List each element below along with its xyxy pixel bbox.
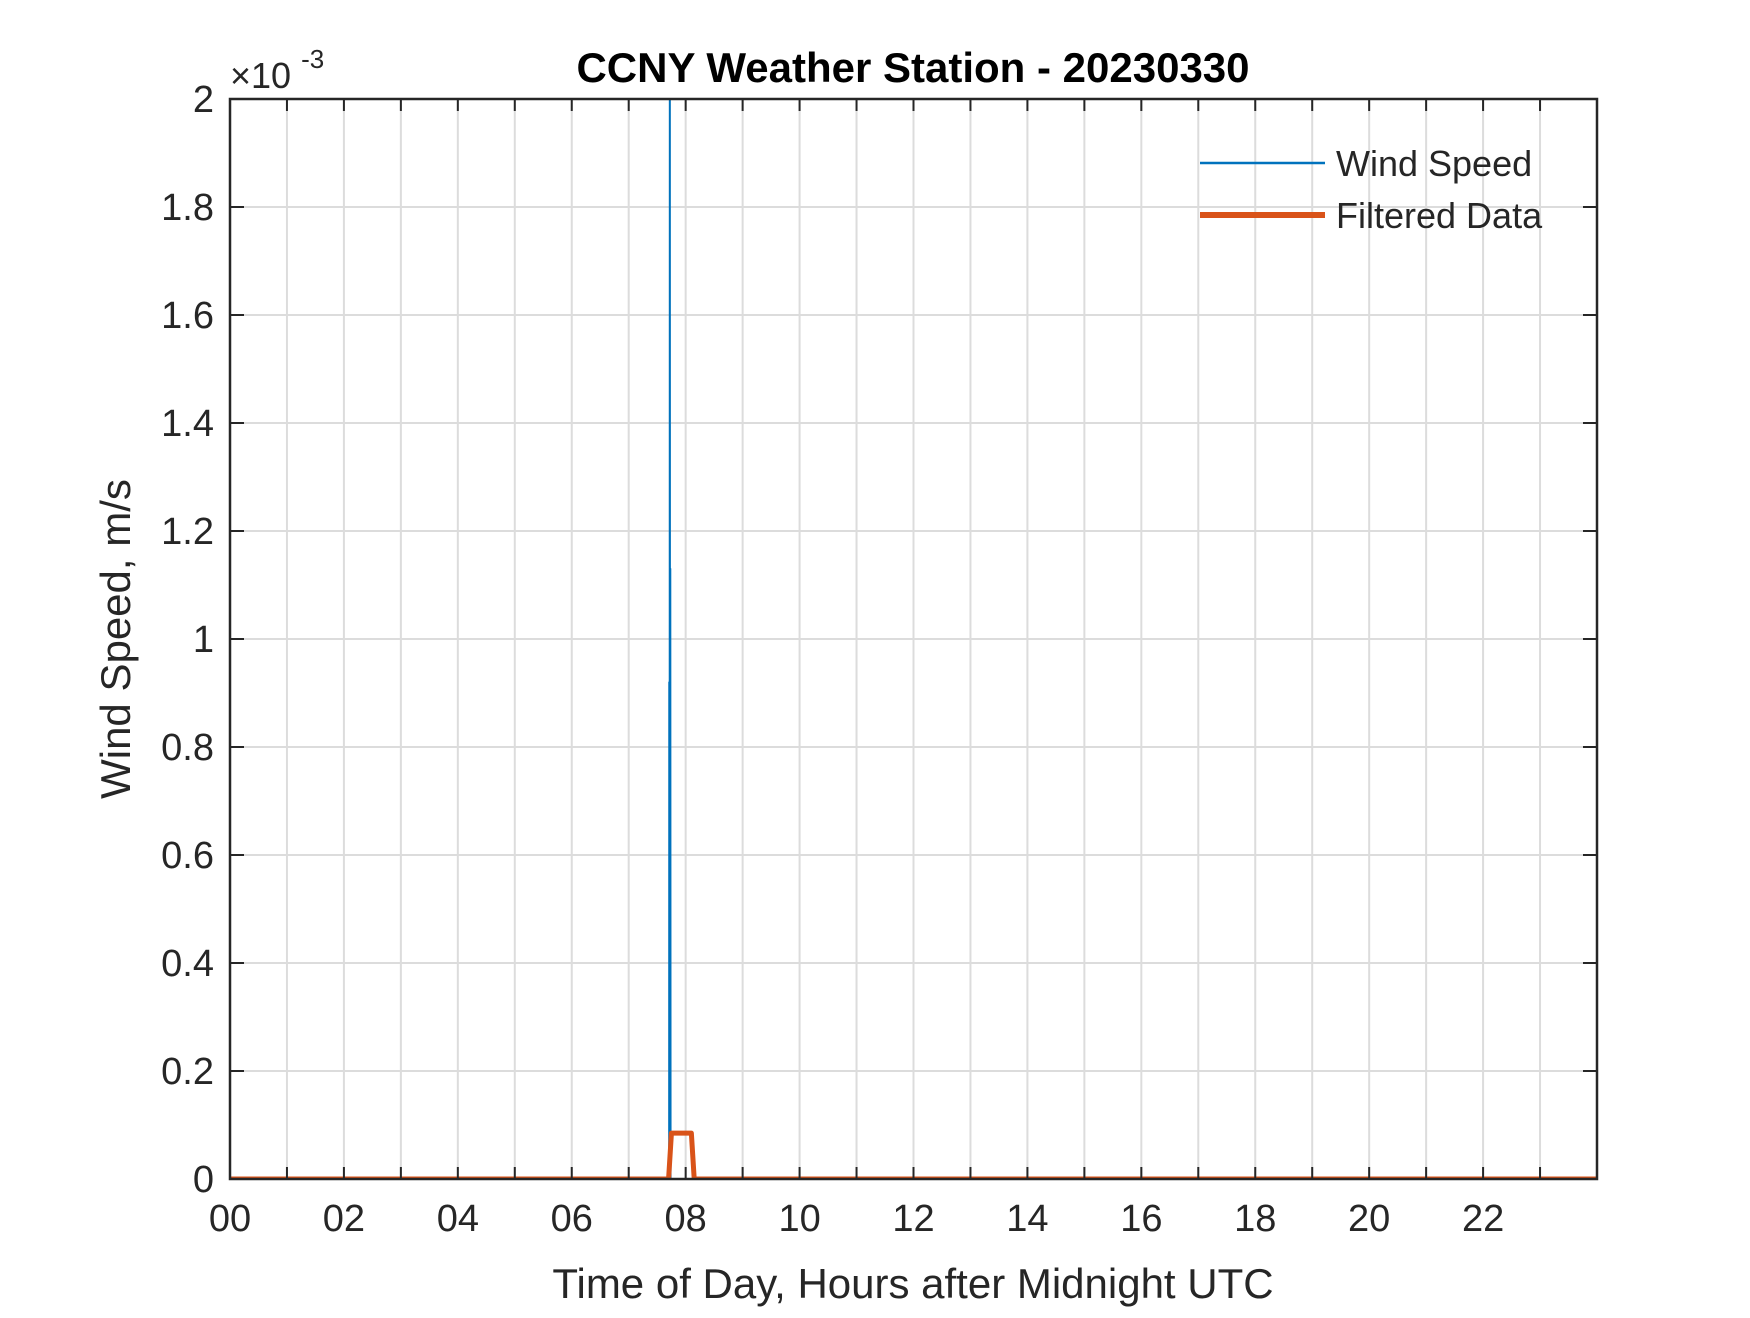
x-tick-label: 14 — [1006, 1198, 1048, 1240]
y-tick-label: 1.2 — [161, 511, 214, 553]
series-lines — [230, 99, 1597, 1179]
x-tick-label: 02 — [323, 1198, 365, 1240]
x-axis-label: Time of Day, Hours after Midnight UTC — [552, 1260, 1273, 1307]
legend: Wind Speed Filtered Data — [1200, 143, 1543, 236]
y-tick-label: 1.4 — [161, 403, 214, 445]
series-line-wind-speed — [230, 99, 1597, 1179]
x-tick-label: 00 — [209, 1198, 251, 1240]
series-line-filtered-data — [230, 1130, 1597, 1179]
x-tick-label: 20 — [1348, 1198, 1390, 1240]
x-tick-label: 10 — [778, 1198, 820, 1240]
legend-label: Filtered Data — [1336, 195, 1543, 236]
y-tick-label: 1.6 — [161, 295, 214, 337]
y-axis-label: Wind Speed, m/s — [92, 479, 139, 799]
axes — [228, 97, 1599, 1181]
y-tick-label: 0 — [193, 1159, 214, 1201]
x-tick-label: 08 — [665, 1198, 707, 1240]
y-tick-label: 1 — [193, 619, 214, 661]
y-tick-label: 0.4 — [161, 943, 214, 985]
x-tick-label: 12 — [892, 1198, 934, 1240]
y-tick-label: 1.8 — [161, 187, 214, 229]
grid-lines — [230, 99, 1597, 1179]
y-tick-label: 2 — [193, 79, 214, 121]
y-tick-label: 0.6 — [161, 835, 214, 877]
x-tick-label: 22 — [1462, 1198, 1504, 1240]
y-tick-label: 0.2 — [161, 1051, 214, 1093]
tick-labels: 00 02 04 06 08 10 12 14 16 18 20 22 0 0.2 0.4 0.6 0.8 1 1.… — [161, 79, 1504, 1240]
y-axis-exponent: ×10 -3 — [230, 44, 324, 96]
x-tick-label: 06 — [551, 1198, 593, 1240]
x-tick-label: 16 — [1120, 1198, 1162, 1240]
legend-label: Wind Speed — [1336, 143, 1532, 184]
y-tick-label: 0.8 — [161, 727, 214, 769]
y-axis-exponent-base: ×10 — [230, 55, 291, 96]
y-axis-exponent-power: -3 — [301, 44, 324, 74]
x-tick-label: 04 — [437, 1198, 479, 1240]
chart-title: CCNY Weather Station - 20230330 — [576, 44, 1249, 91]
x-tick-label: 18 — [1234, 1198, 1276, 1240]
